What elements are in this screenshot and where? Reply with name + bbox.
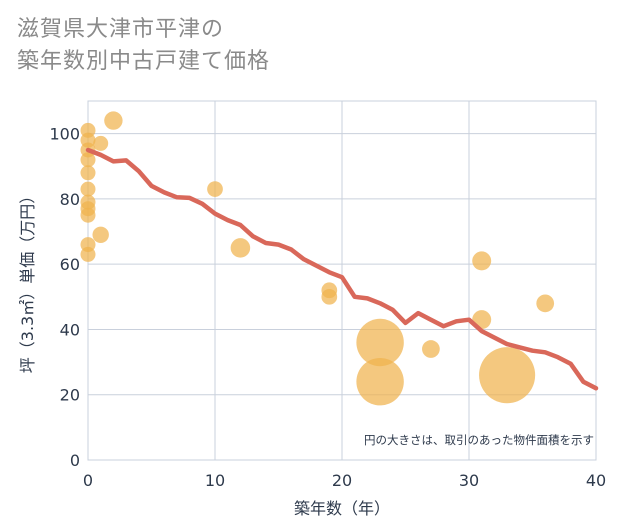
- data-bubble: [80, 165, 96, 181]
- data-bubble: [321, 288, 338, 305]
- y-tick-label: 0: [70, 451, 80, 470]
- y-tick-label: 20: [60, 386, 80, 405]
- data-bubble: [80, 246, 96, 262]
- x-tick-label: 30: [459, 471, 479, 490]
- bubble-series: [80, 111, 555, 406]
- data-bubble: [80, 181, 96, 197]
- data-bubble: [80, 152, 96, 168]
- data-bubble: [536, 294, 555, 313]
- x-axis-label: 築年数（年）: [294, 499, 390, 518]
- x-tick-label: 40: [586, 471, 606, 490]
- x-tick-label: 0: [83, 471, 93, 490]
- y-tick-label: 80: [60, 190, 80, 209]
- data-bubble: [472, 251, 492, 271]
- data-bubble: [104, 111, 123, 130]
- trend-series: [85, 147, 599, 391]
- data-bubble: [80, 207, 96, 223]
- y-tick-label: 100: [49, 125, 80, 144]
- data-bubble: [356, 357, 404, 406]
- x-tick-label: 10: [205, 471, 225, 490]
- chart-title-line-2: 築年数別中古戸建て価格: [17, 49, 271, 74]
- trend-line: [85, 147, 599, 391]
- size-legend-note: 円の大きさは、取引のあった物件面積を示す: [364, 433, 594, 447]
- chart-title: 滋賀県大津市平津の 築年数別中古戸建て価格: [17, 14, 270, 78]
- data-bubble: [92, 226, 109, 244]
- data-bubble: [93, 135, 109, 151]
- y-tick-label: 60: [60, 255, 80, 274]
- y-tick-label: 40: [60, 320, 80, 339]
- x-tick-label: 20: [332, 471, 352, 490]
- data-bubble: [207, 181, 223, 197]
- data-bubble: [422, 340, 440, 358]
- y-axis-label: 坪（3.3㎡）単価（万円）: [18, 188, 37, 373]
- data-bubble: [356, 318, 404, 367]
- chart-title-line-1: 滋賀県大津市平津の: [17, 17, 225, 42]
- axes: 0 20 40 60 80 100 0 10 20 30 40: [49, 125, 606, 490]
- data-bubble: [479, 347, 536, 404]
- data-bubble: [230, 238, 251, 258]
